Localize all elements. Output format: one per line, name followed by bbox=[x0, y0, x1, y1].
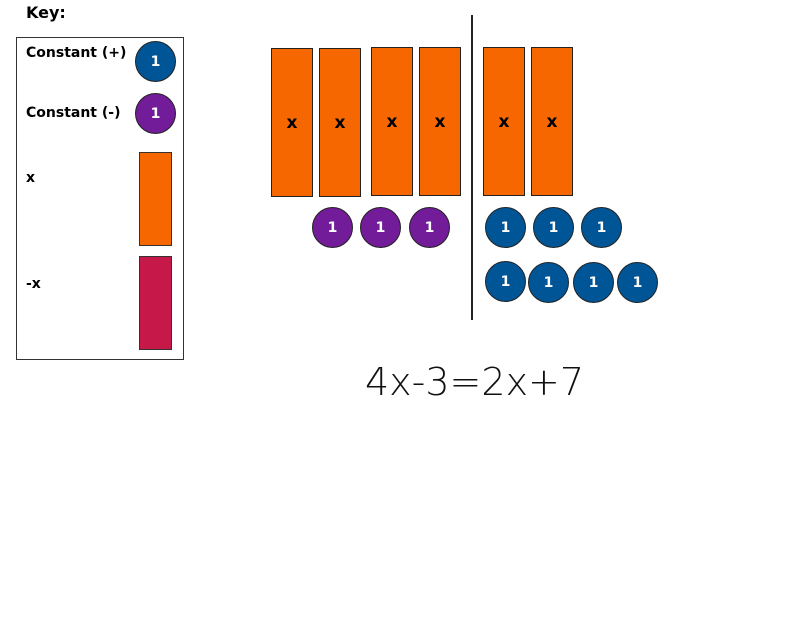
key-label-negative-x: -x bbox=[26, 276, 41, 292]
positive-constant-tile[interactable]: 1 bbox=[533, 207, 574, 248]
positive-constant-tile[interactable]: 1 bbox=[573, 262, 614, 303]
key-title: Key: bbox=[26, 3, 66, 22]
key-negative-x-tile bbox=[139, 256, 172, 350]
x-tile[interactable]: x bbox=[531, 47, 573, 196]
key-label-constant-positive: Constant (+) bbox=[26, 45, 127, 61]
x-tile[interactable]: x bbox=[483, 47, 525, 196]
key-box bbox=[16, 37, 184, 360]
negative-constant-tile[interactable]: 1 bbox=[360, 207, 401, 248]
positive-constant-tile[interactable]: 1 bbox=[485, 261, 526, 302]
negative-constant-tile[interactable]: 1 bbox=[312, 207, 353, 248]
negative-constant-tile[interactable]: 1 bbox=[409, 207, 450, 248]
x-tile[interactable]: x bbox=[271, 48, 313, 197]
positive-constant-tile[interactable]: 1 bbox=[617, 262, 658, 303]
x-tile[interactable]: x bbox=[371, 47, 413, 196]
x-tile[interactable]: x bbox=[319, 48, 361, 197]
equals-divider bbox=[471, 15, 473, 320]
positive-constant-tile[interactable]: 1 bbox=[581, 207, 622, 248]
key-label-x: x bbox=[26, 170, 36, 186]
positive-constant-tile[interactable]: 1 bbox=[485, 207, 526, 248]
equation: 4x-3=2x+7 bbox=[365, 360, 585, 404]
key-negative-constant-tile: 1 bbox=[135, 93, 176, 134]
key-positive-constant-tile: 1 bbox=[135, 41, 176, 82]
positive-constant-tile[interactable]: 1 bbox=[528, 262, 569, 303]
x-tile[interactable]: x bbox=[419, 47, 461, 196]
key-label-constant-negative: Constant (-) bbox=[26, 105, 121, 121]
key-x-tile bbox=[139, 152, 172, 246]
